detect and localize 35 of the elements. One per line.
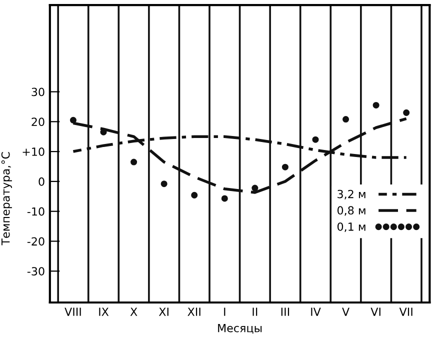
x-tick-label: X <box>130 308 138 316</box>
point <box>342 116 350 123</box>
x-tick-label: VIII <box>64 308 81 316</box>
point <box>372 102 380 108</box>
y-tick-label: 0 <box>38 177 44 186</box>
y-axis-title: Температура,°C <box>1 152 12 246</box>
legend-label: 3,2 м <box>338 190 366 200</box>
point <box>191 192 198 198</box>
x-tick-label: IV <box>311 308 321 316</box>
point <box>221 195 228 202</box>
y-tick-label: -10 <box>27 207 44 216</box>
x-tick-label: XI <box>158 308 168 316</box>
x-tick-label: IX <box>99 308 109 316</box>
x-tick-label: III <box>281 308 290 316</box>
point <box>403 109 410 116</box>
y-tick-label: +10 <box>22 148 44 156</box>
x-tick-label: I <box>224 308 226 316</box>
point <box>282 164 288 170</box>
y-tick-label: 20 <box>32 118 44 126</box>
point <box>160 180 168 188</box>
x-tick-label: XII <box>188 308 200 316</box>
y-tick-label: -20 <box>27 237 44 246</box>
x-tick-label: V <box>342 308 350 316</box>
y-tick-label: 30 <box>32 88 44 96</box>
point <box>312 136 319 143</box>
legend-label: 0,8 м <box>337 206 366 216</box>
x-tick-label: II <box>252 308 258 316</box>
x-axis-title: Месяцы <box>218 324 262 334</box>
legend-label: 0,1 м <box>337 222 366 232</box>
y-tick-label: -30 <box>27 267 44 276</box>
x-tick-label: VII <box>399 308 412 316</box>
point <box>70 116 76 124</box>
point <box>252 184 258 192</box>
point <box>130 158 138 166</box>
x-tick-label: VI <box>370 308 380 316</box>
